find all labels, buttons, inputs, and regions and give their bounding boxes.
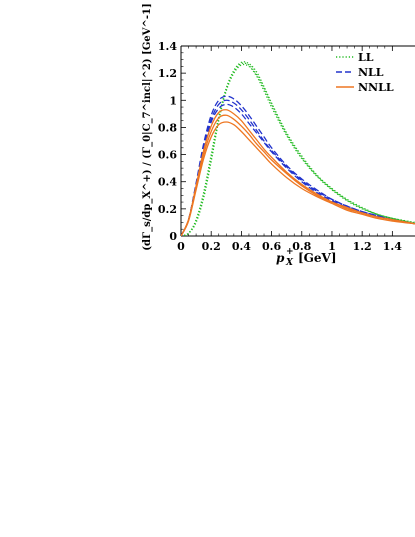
axes: 0 0.2 0.4 0.6 0.8 1 1.2 1.4 0 0.2 0.4 0.6 0.8 1 1.2 1.4 <box>158 40 415 253</box>
legend-label-nll: NLL <box>358 66 384 79</box>
y-tick-label: 0.6 <box>158 149 177 162</box>
series-line-nnll <box>181 121 415 236</box>
y-tick-label: 0.4 <box>158 176 177 189</box>
series-line-ll <box>181 61 415 236</box>
y-tick-label: 1.2 <box>158 67 177 80</box>
x-tick-label: 1 <box>328 240 336 253</box>
x-tick-label: 1.4 <box>383 240 402 253</box>
y-tick-label: 0.2 <box>158 203 177 216</box>
x-tick-label: 0 <box>177 240 185 253</box>
x-tick-label: 0.2 <box>202 240 221 253</box>
series-line-nll <box>181 95 415 236</box>
series-nnll <box>181 109 415 236</box>
series-line-nnll <box>181 114 415 236</box>
legend: LL NLL NNLL <box>336 51 394 94</box>
x-axis-label-main: p <box>276 251 285 265</box>
series-line-nnll <box>181 109 415 236</box>
series-line-ll <box>181 62 415 236</box>
x-tick-label: 0.4 <box>232 240 251 253</box>
x-tick-label: 1.2 <box>353 240 372 253</box>
series-clip-group <box>181 61 415 236</box>
x-axis-label: p X + [GeV] <box>276 247 337 268</box>
series-layer <box>181 61 415 236</box>
x-tick-label: 0.6 <box>262 240 281 253</box>
series-nll <box>181 95 415 236</box>
y-tick-label: 1 <box>169 94 177 107</box>
legend-label-nnll: NNLL <box>358 81 394 94</box>
x-axis-label-sub: X <box>285 258 294 268</box>
y-tick-label: 0.8 <box>158 121 177 134</box>
legend-label-ll: LL <box>358 51 374 64</box>
series-ll <box>181 61 415 236</box>
series-line-nll <box>181 103 415 236</box>
x-axis-label-sup: + <box>286 247 294 257</box>
x-axis-label-unit: [GeV] <box>298 251 337 265</box>
y-axis-label: (dΓ_s/dp_X^+) / (Γ_0|C_7^incl|^2) [GeV^-… <box>142 3 153 250</box>
y-tick-label: 0 <box>169 230 177 243</box>
y-tick-label: 1.4 <box>158 40 177 53</box>
x-tick-label: 0.8 <box>292 240 311 253</box>
